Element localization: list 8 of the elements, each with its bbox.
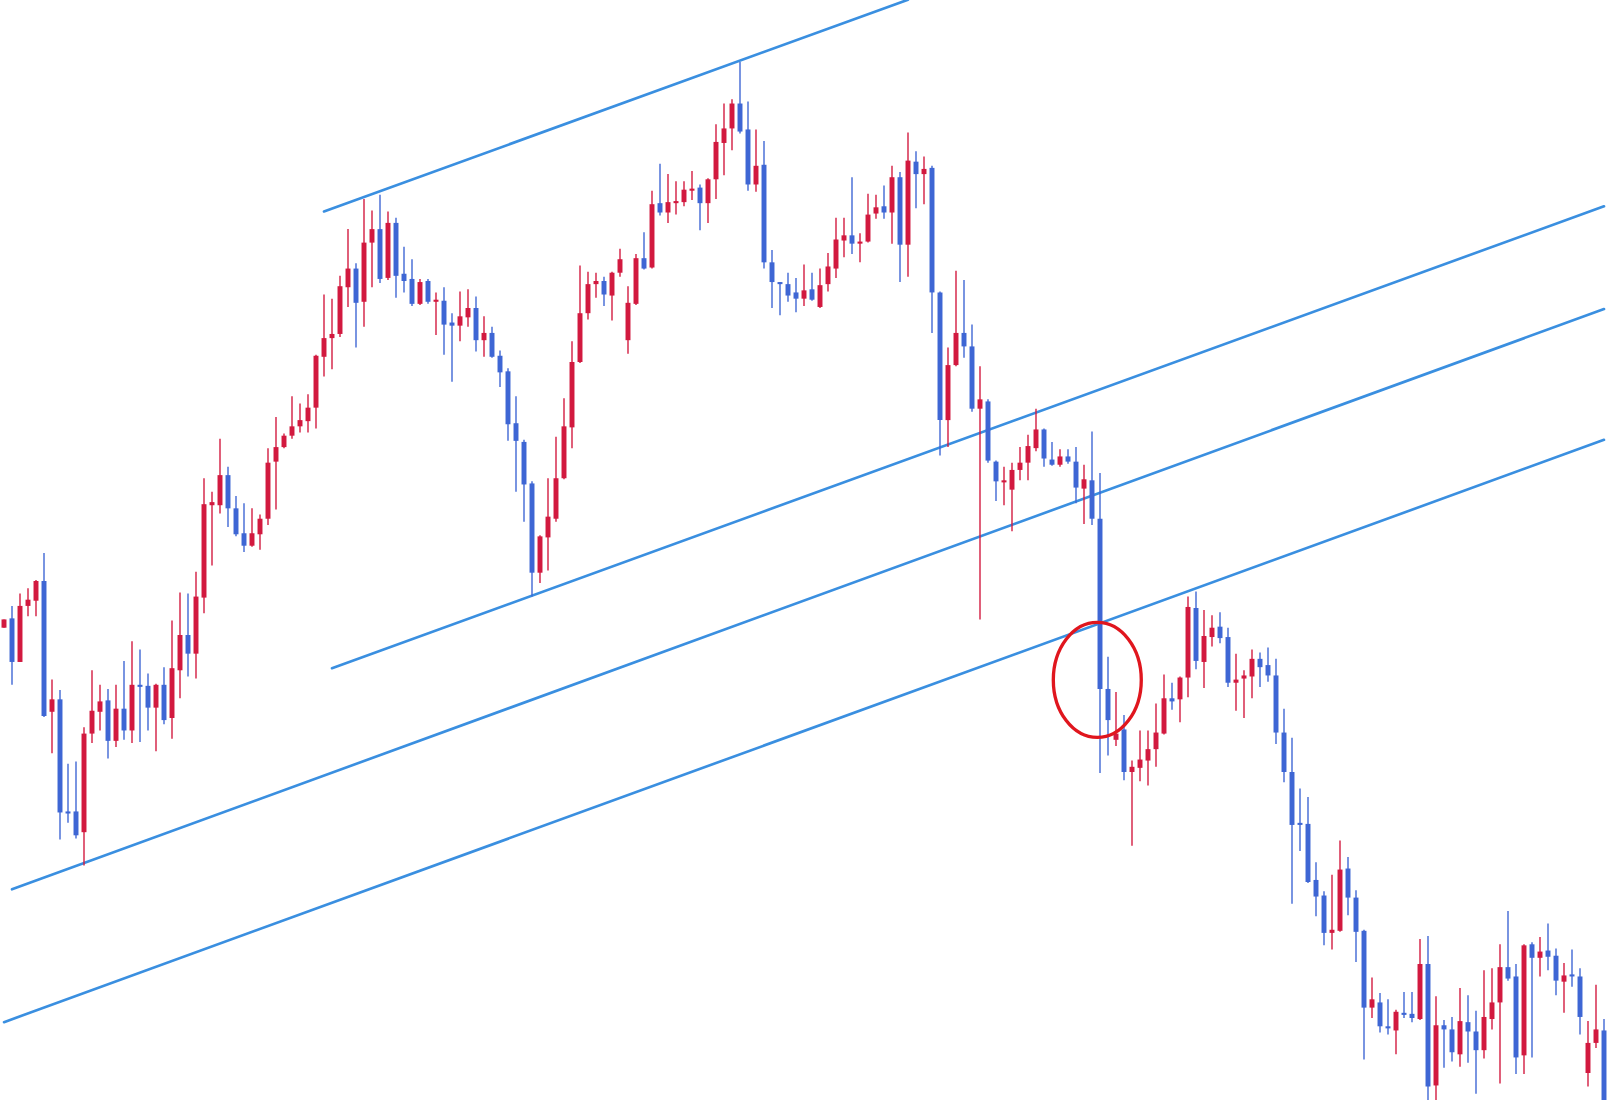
candlestick xyxy=(65,762,71,824)
candlestick xyxy=(1561,962,1567,1014)
candlestick xyxy=(1241,669,1247,719)
candlestick xyxy=(873,194,879,220)
candlestick xyxy=(793,277,799,313)
candlestick xyxy=(1065,448,1071,465)
candlestick xyxy=(841,217,847,258)
candlestick xyxy=(881,184,887,220)
